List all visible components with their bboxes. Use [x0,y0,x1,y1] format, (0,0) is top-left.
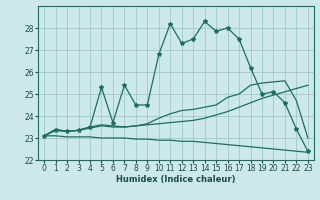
X-axis label: Humidex (Indice chaleur): Humidex (Indice chaleur) [116,175,236,184]
